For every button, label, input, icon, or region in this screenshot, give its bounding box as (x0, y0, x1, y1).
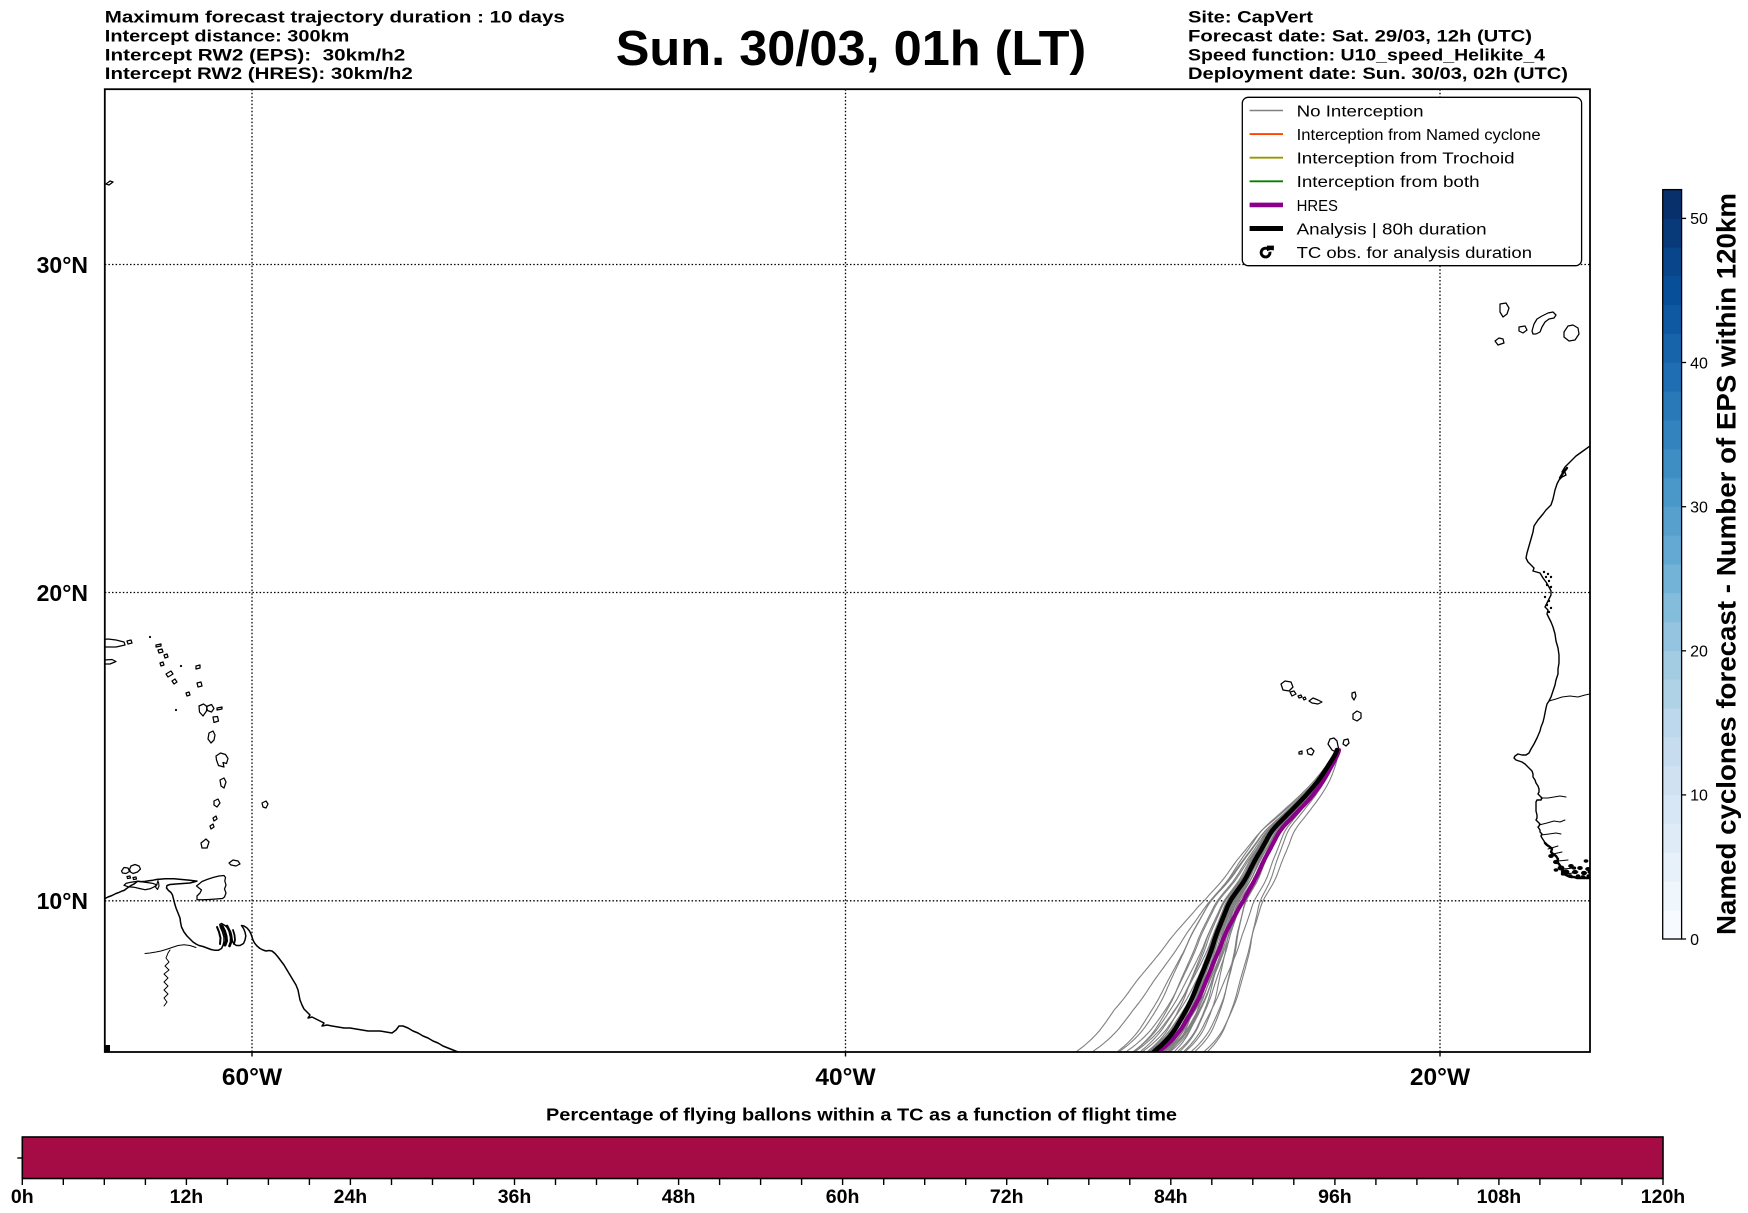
svg-text:Intercept distance: 300km: Intercept distance: 300km (105, 28, 350, 46)
svg-text:96h: 96h (1318, 1186, 1352, 1208)
svg-text:84h: 84h (1154, 1186, 1188, 1208)
svg-text:TC obs. for analysis duration: TC obs. for analysis duration (1297, 245, 1532, 262)
svg-text:24h: 24h (334, 1186, 368, 1208)
svg-text:120h: 120h (1641, 1186, 1685, 1208)
svg-text:30°N: 30°N (37, 252, 88, 278)
svg-text:Maximum forecast trajectory du: Maximum forecast trajectory duration : 1… (105, 9, 565, 27)
svg-text:20: 20 (1690, 644, 1708, 661)
svg-text:60h: 60h (826, 1186, 860, 1208)
svg-text:Interception from Trochoid: Interception from Trochoid (1297, 151, 1515, 168)
svg-text:Percentage of flying ballons w: Percentage of flying ballons within a TC… (546, 1105, 1177, 1125)
svg-text:Analysis | 80h duration: Analysis | 80h duration (1297, 221, 1487, 238)
svg-text:30: 30 (1690, 500, 1708, 517)
svg-text:Sun. 30/03, 01h (LT): Sun. 30/03, 01h (LT) (616, 21, 1087, 76)
svg-text:10: 10 (1690, 788, 1708, 805)
svg-text:0h: 0h (11, 1186, 34, 1208)
svg-text:40°W: 40°W (815, 1064, 876, 1091)
svg-text:HRES: HRES (1297, 198, 1338, 215)
svg-text:Speed function: U10_speed_Heli: Speed function: U10_speed_Helikite_4 (1188, 46, 1545, 64)
svg-text:0: 0 (1690, 932, 1699, 949)
svg-text:60°W: 60°W (222, 1064, 283, 1091)
svg-text:20°W: 20°W (1410, 1064, 1471, 1091)
svg-text:Interception from both: Interception from both (1297, 174, 1480, 191)
svg-text:40: 40 (1690, 355, 1708, 372)
svg-text:20°N: 20°N (37, 580, 88, 606)
svg-text:Forecast date: Sat. 29/03, 12h: Forecast date: Sat. 29/03, 12h (UTC) (1188, 28, 1532, 46)
svg-text:108h: 108h (1477, 1186, 1521, 1208)
svg-text:Interception from Named cyclon: Interception from Named cyclone (1297, 127, 1541, 144)
svg-text:10°N: 10°N (37, 888, 88, 914)
svg-text:Site: CapVert: Site: CapVert (1188, 9, 1314, 27)
svg-text:Deployment date: Sun. 30/03, 0: Deployment date: Sun. 30/03, 02h (UTC) (1188, 65, 1568, 83)
svg-text:48h: 48h (662, 1186, 696, 1208)
svg-text:72h: 72h (990, 1186, 1024, 1208)
svg-text:No Interception: No Interception (1297, 103, 1424, 120)
svg-text:50: 50 (1690, 211, 1708, 228)
svg-text:36h: 36h (498, 1186, 532, 1208)
svg-text:Intercept RW2 (EPS): 30km/h2: Intercept RW2 (EPS): 30km/h2 (105, 46, 406, 64)
svg-text:Named cyclones forecast - Numb: Named cyclones forecast - Number of EPS … (1712, 193, 1742, 935)
svg-text:12h: 12h (170, 1186, 204, 1208)
svg-text:Intercept RW2 (HRES): 30km/h2: Intercept RW2 (HRES): 30km/h2 (105, 65, 413, 83)
